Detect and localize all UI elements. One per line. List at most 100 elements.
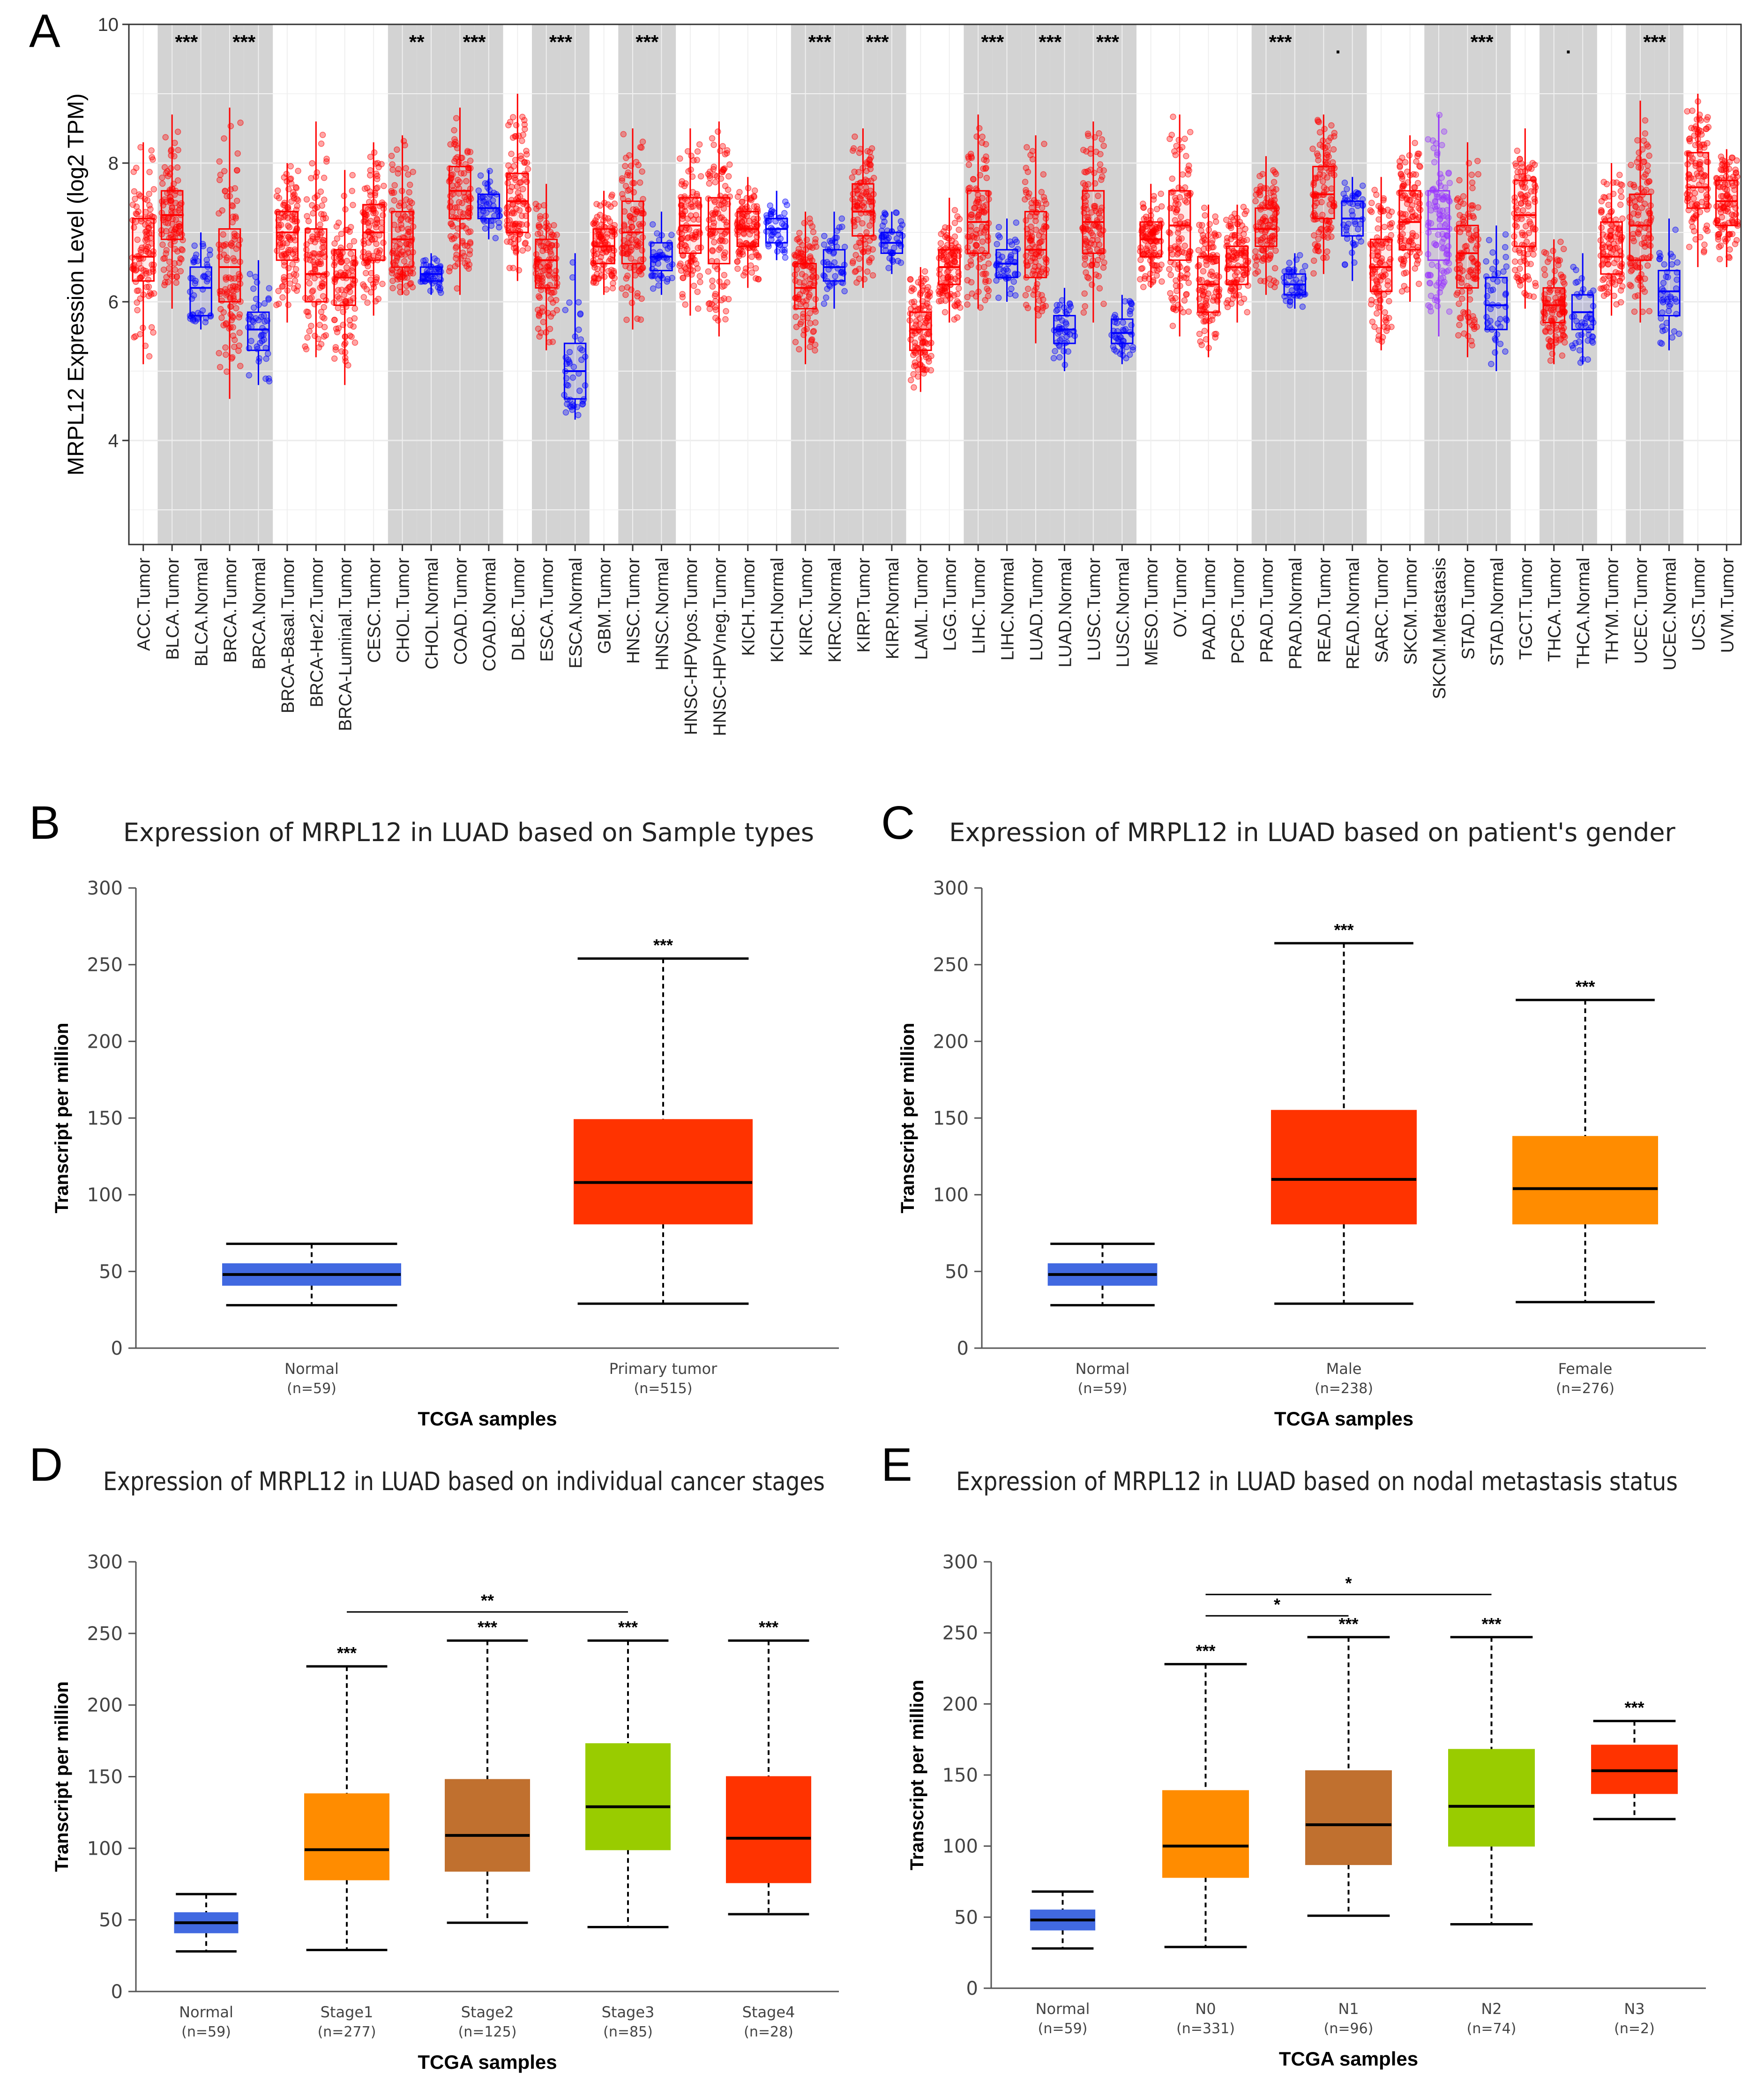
panel-a-sample-point (1445, 170, 1452, 176)
panel-label-e: E (881, 1439, 912, 1491)
panel-a-sample-point (134, 287, 141, 294)
panel-a-sample-point (1302, 263, 1308, 269)
panel-a-sample-point (1272, 247, 1279, 254)
panel-a-sample-point (406, 181, 413, 188)
panel-a-sample-point (217, 364, 224, 371)
panel-a-sample-point (163, 247, 170, 254)
panel-a-sample-point (748, 269, 755, 276)
panel-a-sample-point (1585, 337, 1591, 344)
panel-a-sample-point (1099, 173, 1106, 180)
panel-a-sample-point (1514, 148, 1521, 154)
panel-a-sample-point (619, 191, 626, 197)
panel-a-sample-point (390, 189, 397, 196)
panel-a-sample-point (864, 268, 871, 275)
panel-a-sample-point (1669, 334, 1675, 341)
panel-a-sample-point (1489, 249, 1496, 256)
panel-a-sample-point (287, 175, 294, 182)
panel-a-sample-point (320, 215, 327, 222)
panel-a-sample-point (1007, 291, 1014, 297)
panel-a-sample-point (1010, 278, 1017, 285)
panel-a-sample-point (144, 236, 150, 243)
panel-a-sample-point (220, 231, 226, 238)
panel-a-sample-point (719, 143, 726, 149)
panel-a-sample-point (309, 160, 315, 167)
panel-a-sample-point (281, 174, 288, 181)
panel-a-sample-point (795, 235, 802, 242)
panel-a-sample-point (723, 308, 729, 314)
panel-a-sample-point (132, 195, 138, 202)
panel-a-sample-point (1100, 142, 1107, 149)
panel-a-sample-point (1550, 247, 1556, 254)
panel-a-sample-point (1413, 253, 1420, 259)
panel-a-sample-point (192, 280, 199, 287)
panel-a-sample-point (1371, 323, 1378, 330)
panel-a-sample-point (1065, 348, 1071, 355)
panel-a-sample-point (709, 135, 716, 142)
panel-a-sample-point (1173, 277, 1179, 284)
panel-a-sample-point (1158, 261, 1165, 268)
panel-a-sample-point (639, 168, 645, 175)
panel-a-sample-point (1137, 276, 1144, 283)
panel-a-sample-point (505, 162, 512, 169)
panel-a-sample-point (312, 194, 318, 201)
panel-a-sample-point (1642, 117, 1649, 124)
panel-a-sample-point (1659, 340, 1665, 347)
panel-a-sample-point (1645, 178, 1652, 185)
panel-a-sample-point (510, 240, 517, 247)
panel-a-sample-point (796, 230, 803, 237)
panel-a-sample-point (319, 202, 325, 209)
panel-a-sample-point (145, 283, 152, 290)
panel-a-sample-point (1158, 203, 1165, 210)
panel-a-sample-point (1436, 289, 1443, 296)
panel-a-sample-point (1457, 212, 1463, 218)
panel-a-sample-point (983, 174, 990, 181)
panel-a-sample-point (224, 368, 230, 375)
panel-a-sample-point (351, 305, 358, 312)
panel-a-sample-point (1229, 295, 1236, 302)
panel-a-sample-point (223, 320, 230, 327)
panel-a-sample-point (1212, 334, 1218, 341)
panel-a-sample-point (523, 151, 530, 158)
panel-a-sample-point (879, 222, 886, 229)
panel-a-sample-point (1241, 231, 1247, 238)
panel-a-sample-point (1087, 150, 1094, 157)
panel-a-sample-point (1511, 258, 1518, 265)
panel-a-sample-point (1252, 248, 1259, 255)
panel-a-sample-point (524, 232, 531, 239)
panel-a-sample-point (1012, 292, 1019, 299)
panel-a-sample-point (1023, 302, 1030, 308)
panel-a-sample-point (794, 249, 801, 256)
panel-a-sample-point (364, 299, 371, 306)
panel-a-sample-point (1557, 239, 1564, 245)
panel-a-sample-point (266, 285, 273, 291)
panel-a-sample-point (1401, 270, 1407, 277)
panel-a-sample-point (1502, 231, 1509, 238)
panel-a-sample-point (174, 177, 181, 184)
panel-a-sample-point (920, 277, 927, 284)
panel-a-sample-point (1024, 144, 1030, 151)
panel-a-sample-point (755, 276, 762, 283)
panel-a-sample-point (765, 243, 772, 250)
panel-a-sample-point (1243, 208, 1250, 215)
panel-a-sample-point (1283, 298, 1289, 304)
panel-a-sample-point (304, 213, 310, 220)
panel-a-sample-point (231, 336, 238, 343)
panel-a-sample-point (1459, 295, 1465, 302)
panel-a-sample-point (1438, 174, 1445, 181)
panel-a-sample-point (278, 253, 285, 260)
panel-a-sample-point (1169, 175, 1176, 182)
panel-a-sample-point (1646, 308, 1652, 314)
panel-a-sample-point (1239, 239, 1245, 246)
panel-a-sample-point (145, 292, 152, 299)
panel-a-sample-point (724, 147, 731, 154)
panel-a-sample-point (334, 235, 341, 242)
panel-a-sample-point (1341, 261, 1348, 268)
panel-a-sample-point (1609, 279, 1616, 286)
panel-a-sample-point (169, 204, 175, 211)
panel-a-sample-point (1517, 249, 1523, 256)
panel-a-sample-point (782, 198, 789, 205)
panel-a-sample-point (1658, 315, 1664, 322)
panel-a-sample-point (161, 282, 168, 288)
panel-a-sample-point (513, 122, 520, 128)
panel-a-sample-point (459, 249, 466, 256)
